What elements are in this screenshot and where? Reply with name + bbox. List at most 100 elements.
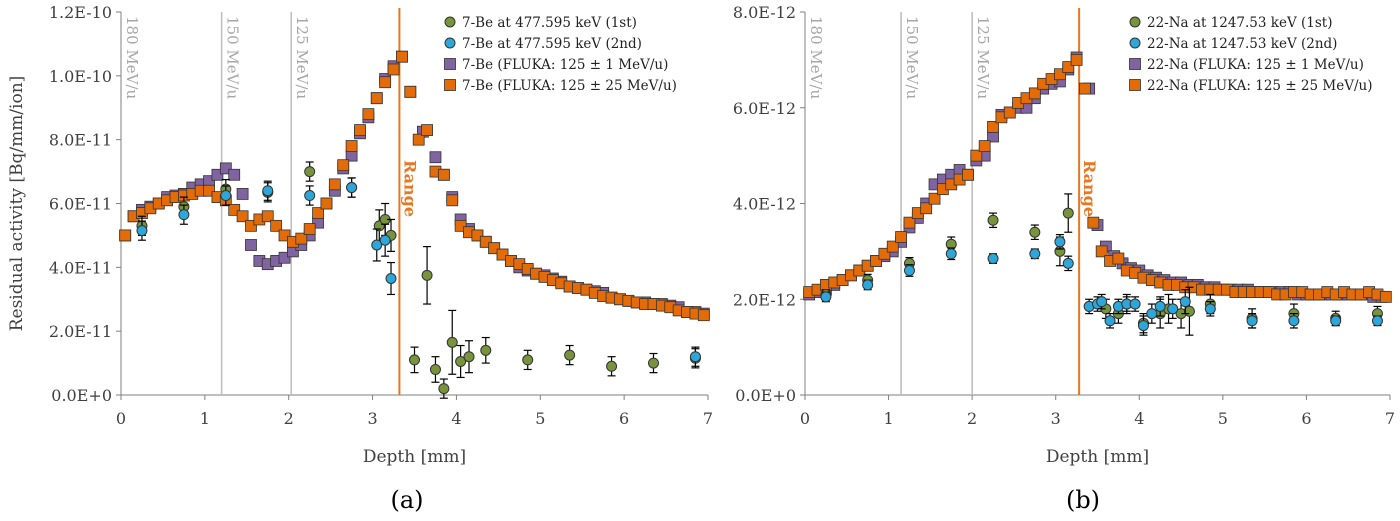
- series-2: [820, 234, 1383, 336]
- legend-entry: 22-Na (FLUKA: 125 ± 25 MeV/u): [1147, 78, 1372, 94]
- data-point: [1003, 106, 1016, 119]
- data-point: [820, 291, 832, 303]
- data-point: [385, 273, 397, 285]
- y-tick-label: 2.0E-11: [49, 322, 112, 341]
- legend-marker: [1129, 16, 1141, 28]
- data-point: [1062, 207, 1074, 219]
- data-point: [429, 151, 442, 164]
- series-2: [136, 177, 701, 367]
- data-point: [354, 124, 366, 136]
- data-point: [379, 234, 391, 246]
- range-label: Range: [400, 160, 419, 217]
- data-point: [245, 239, 257, 251]
- x-tick-label: 0: [800, 409, 810, 428]
- series-1: [820, 193, 1383, 336]
- data-point: [304, 166, 316, 178]
- data-point: [1179, 296, 1191, 308]
- data-point: [1062, 257, 1074, 269]
- x-tick-label: 6: [1301, 409, 1311, 428]
- data-point: [1146, 308, 1158, 320]
- data-point: [320, 197, 333, 210]
- data-point: [295, 232, 308, 245]
- data-point: [362, 108, 375, 121]
- data-point: [1062, 61, 1075, 73]
- data-point: [303, 223, 316, 235]
- data-point: [522, 354, 534, 366]
- series-4: [119, 50, 710, 322]
- data-point: [1087, 216, 1100, 229]
- data-point: [647, 357, 659, 369]
- series-4: [803, 53, 1392, 303]
- legend-marker: [1129, 79, 1141, 91]
- legend-marker: [1129, 58, 1141, 70]
- data-point: [1183, 305, 1195, 317]
- data-point: [438, 383, 450, 395]
- y-tick-label: 1.0E-10: [49, 67, 112, 86]
- data-point: [371, 239, 383, 251]
- y-tick-label: 6.0E-12: [733, 99, 796, 118]
- data-point: [1070, 53, 1083, 66]
- y-tick-label: 2.0E-12: [733, 290, 796, 309]
- chart-panel-2: 0 1 2 3 4 5 6 7 0.0E+0 2.0E-12 4.0E-12 6.0E-12 8.0E-…: [733, 3, 1395, 514]
- data-point: [463, 351, 475, 363]
- x-tick-label: 5: [535, 409, 545, 428]
- data-point: [119, 229, 132, 242]
- data-point: [228, 168, 241, 181]
- x-tick-label: 4: [451, 409, 461, 428]
- legend-entry: 7-Be (FLUKA: 125 ± 25 MeV/u): [462, 78, 677, 94]
- x-tick-label: 4: [1134, 409, 1144, 428]
- data-point: [970, 149, 983, 162]
- reference-line-label: 150 MeV/u: [224, 16, 242, 100]
- y-tick-label: 0.0E+0: [51, 386, 112, 405]
- x-tick-label: 0: [116, 409, 126, 428]
- data-point: [1330, 315, 1342, 327]
- legend-marker: [444, 58, 456, 70]
- data-point: [928, 192, 941, 205]
- data-point: [136, 225, 148, 237]
- data-point: [404, 85, 417, 98]
- data-point: [345, 140, 358, 152]
- data-point: [689, 351, 701, 363]
- data-point: [1096, 296, 1108, 308]
- data-point: [1104, 315, 1116, 327]
- x-tick-label: 1: [200, 409, 210, 428]
- data-point: [304, 190, 316, 202]
- data-point: [454, 219, 467, 232]
- data-point: [945, 248, 957, 260]
- data-point: [346, 182, 358, 194]
- data-point: [337, 159, 350, 172]
- data-point: [1029, 226, 1041, 238]
- x-axis-label: Depth [mm]: [1046, 447, 1149, 467]
- data-point: [220, 190, 232, 202]
- x-tick-label: 7: [703, 409, 713, 428]
- data-point: [987, 214, 999, 226]
- x-tick-label: 5: [1218, 409, 1228, 428]
- data-point: [987, 253, 999, 265]
- data-point: [387, 63, 400, 76]
- data-point: [920, 202, 933, 215]
- legend-marker: [444, 16, 456, 28]
- x-tick-label: 1: [883, 409, 893, 428]
- data-point: [1053, 68, 1066, 81]
- data-point: [412, 133, 425, 146]
- data-point: [479, 235, 492, 248]
- data-point: [978, 140, 991, 152]
- data-point: [219, 162, 232, 175]
- data-point: [1379, 290, 1392, 303]
- data-point: [409, 354, 420, 366]
- y-tick-label: 4.0E-12: [733, 195, 796, 214]
- y-axis-label: Residual activity [Bq/mm/ion]: [7, 76, 27, 332]
- data-point: [236, 210, 249, 223]
- range-label: Range: [1080, 160, 1099, 217]
- x-tick-label: 3: [1051, 409, 1061, 428]
- data-point: [471, 229, 484, 242]
- legend-entry: 22-Na (FLUKA: 125 ± 1 MeV/u): [1147, 57, 1364, 73]
- reference-line-label: 180 MeV/u: [807, 16, 825, 100]
- data-point: [370, 92, 383, 105]
- data-point: [1054, 236, 1066, 248]
- reference-line-label: 150 MeV/u: [903, 16, 921, 100]
- y-tick-label: 0.0E+0: [735, 386, 796, 405]
- legend: 7-Be at 477.595 keV (1st) 7-Be at 477.595…: [444, 15, 677, 94]
- data-point: [1095, 245, 1108, 258]
